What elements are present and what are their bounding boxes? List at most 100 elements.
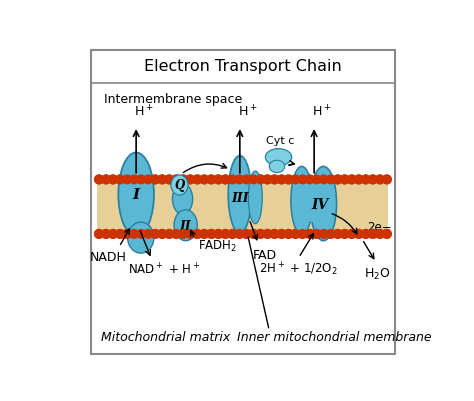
Circle shape	[305, 176, 314, 184]
Circle shape	[263, 230, 272, 239]
Circle shape	[362, 230, 370, 239]
FancyBboxPatch shape	[91, 51, 394, 354]
Circle shape	[116, 230, 124, 239]
Circle shape	[347, 176, 356, 184]
Circle shape	[179, 176, 188, 184]
Circle shape	[284, 176, 293, 184]
Circle shape	[277, 176, 286, 184]
Circle shape	[123, 230, 131, 239]
Circle shape	[319, 230, 328, 239]
Circle shape	[355, 176, 363, 184]
Circle shape	[340, 176, 349, 184]
Circle shape	[151, 230, 159, 239]
Circle shape	[165, 176, 173, 184]
Circle shape	[305, 176, 314, 184]
Circle shape	[368, 176, 377, 184]
Circle shape	[144, 230, 153, 239]
Ellipse shape	[171, 176, 188, 196]
Circle shape	[383, 176, 391, 184]
Ellipse shape	[118, 153, 154, 237]
Circle shape	[298, 176, 307, 184]
Circle shape	[355, 230, 363, 239]
Circle shape	[263, 176, 272, 184]
Circle shape	[333, 230, 342, 239]
Circle shape	[179, 230, 188, 239]
Circle shape	[355, 176, 363, 184]
Circle shape	[242, 230, 251, 239]
Circle shape	[368, 230, 377, 239]
Circle shape	[137, 176, 146, 184]
Circle shape	[235, 176, 244, 184]
Ellipse shape	[128, 223, 154, 253]
Circle shape	[319, 176, 328, 184]
Ellipse shape	[310, 167, 337, 241]
Circle shape	[137, 230, 146, 239]
Circle shape	[242, 230, 251, 239]
Circle shape	[158, 176, 166, 184]
Circle shape	[375, 230, 384, 239]
Circle shape	[158, 230, 166, 239]
Circle shape	[347, 230, 356, 239]
Circle shape	[383, 230, 391, 239]
Circle shape	[270, 176, 279, 184]
Circle shape	[340, 230, 349, 239]
Circle shape	[333, 176, 342, 184]
Circle shape	[298, 230, 307, 239]
Text: H$_2$O: H$_2$O	[365, 266, 391, 281]
Circle shape	[130, 176, 138, 184]
Circle shape	[179, 230, 188, 239]
Ellipse shape	[265, 149, 292, 166]
Text: 2H$^+$ + 1/2O$_2$: 2H$^+$ + 1/2O$_2$	[259, 260, 338, 277]
Circle shape	[172, 230, 181, 239]
Circle shape	[221, 230, 230, 239]
Circle shape	[158, 176, 166, 184]
Circle shape	[109, 230, 118, 239]
Circle shape	[151, 176, 159, 184]
Ellipse shape	[228, 156, 251, 233]
Circle shape	[137, 230, 146, 239]
Circle shape	[249, 230, 258, 239]
Circle shape	[221, 176, 230, 184]
Text: Intermembrane space: Intermembrane space	[104, 93, 242, 105]
Circle shape	[228, 176, 237, 184]
Text: FAD: FAD	[253, 249, 277, 261]
Ellipse shape	[248, 172, 262, 224]
Circle shape	[214, 176, 223, 184]
Circle shape	[298, 230, 307, 239]
Circle shape	[242, 176, 251, 184]
Circle shape	[130, 230, 138, 239]
Circle shape	[327, 176, 335, 184]
Circle shape	[102, 230, 110, 239]
Circle shape	[95, 230, 103, 239]
Circle shape	[235, 176, 244, 184]
Circle shape	[193, 176, 201, 184]
Circle shape	[228, 230, 237, 239]
Circle shape	[172, 230, 181, 239]
Ellipse shape	[294, 182, 334, 223]
Circle shape	[347, 230, 356, 239]
Circle shape	[368, 230, 377, 239]
Circle shape	[200, 230, 209, 239]
Circle shape	[249, 176, 258, 184]
Circle shape	[172, 176, 181, 184]
Circle shape	[312, 230, 321, 239]
Text: FADH$_2$: FADH$_2$	[198, 238, 237, 253]
Circle shape	[95, 230, 103, 239]
Circle shape	[179, 176, 188, 184]
Circle shape	[256, 230, 265, 239]
Circle shape	[347, 176, 356, 184]
Circle shape	[144, 176, 153, 184]
Circle shape	[270, 230, 279, 239]
Circle shape	[165, 230, 173, 239]
Circle shape	[109, 176, 118, 184]
Circle shape	[172, 176, 181, 184]
Text: NADH: NADH	[90, 250, 127, 263]
Circle shape	[256, 230, 265, 239]
Text: H$^+$: H$^+$	[312, 104, 332, 119]
Circle shape	[186, 176, 195, 184]
Circle shape	[242, 176, 251, 184]
Circle shape	[312, 230, 321, 239]
Circle shape	[305, 230, 314, 239]
Circle shape	[291, 230, 300, 239]
Circle shape	[327, 176, 335, 184]
